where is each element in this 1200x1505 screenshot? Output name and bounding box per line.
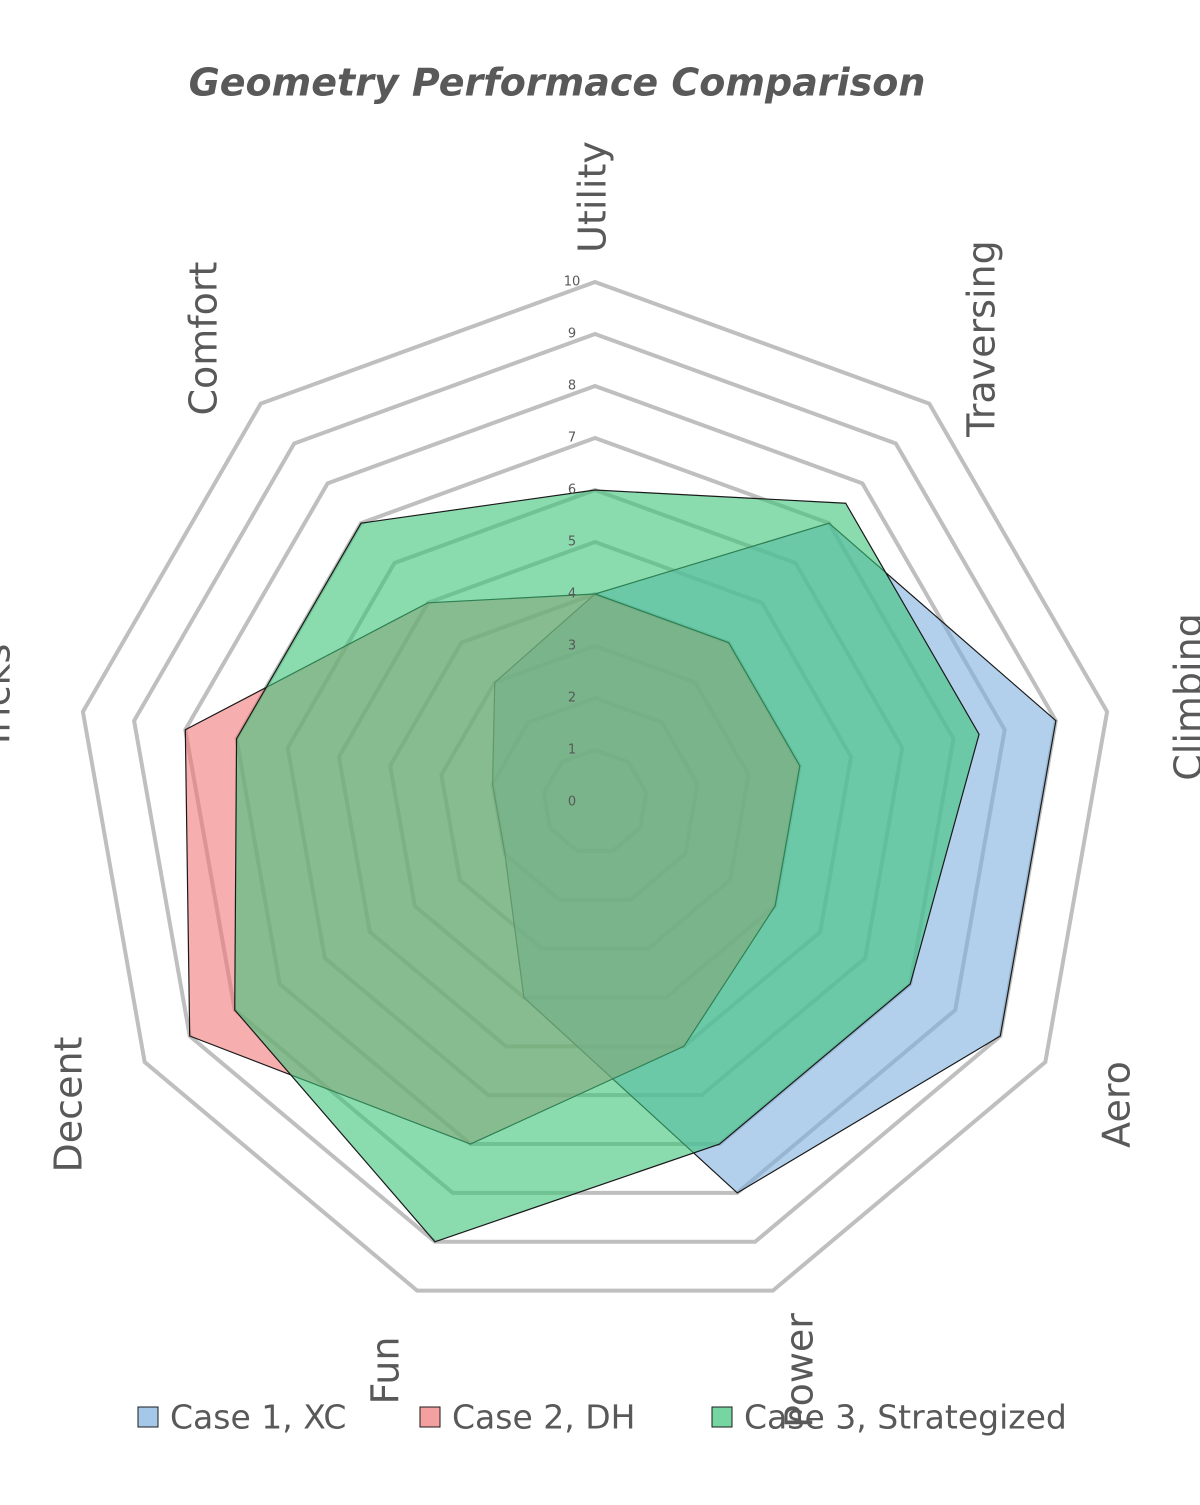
category-label: Traversing bbox=[959, 240, 1003, 438]
r-tick-label: 2 bbox=[568, 691, 576, 706]
r-tick-label: 8 bbox=[568, 379, 576, 394]
r-tick-label: 1 bbox=[568, 743, 576, 758]
r-tick-label: 3 bbox=[568, 639, 576, 654]
category-label: Utility bbox=[571, 141, 615, 253]
grid-ring bbox=[80, 279, 1110, 1293]
r-tick-label: 4 bbox=[568, 587, 576, 602]
r-tick-label: 10 bbox=[564, 275, 581, 290]
legend-swatch bbox=[711, 1406, 733, 1428]
r-tick-label: 0 bbox=[568, 795, 576, 810]
legend-swatch bbox=[137, 1406, 159, 1428]
r-tick-label: 7 bbox=[568, 431, 576, 446]
legend-swatch bbox=[419, 1406, 441, 1428]
r-tick-label: 5 bbox=[568, 535, 576, 550]
legend-label: Case 1, XC bbox=[170, 1398, 346, 1437]
plot-area bbox=[184, 489, 1057, 1243]
category-label: Fun bbox=[364, 1337, 408, 1405]
r-tick-label: 9 bbox=[568, 327, 576, 342]
category-label: Tricks bbox=[0, 644, 19, 752]
grid-ring bbox=[132, 331, 1058, 1244]
category-label: Comfort bbox=[182, 262, 226, 416]
r-tick-label: 6 bbox=[568, 483, 576, 498]
category-label: Decent bbox=[47, 1037, 91, 1173]
category-label: Climbing bbox=[1166, 613, 1200, 781]
tick-labels: 0 1 2 3 4 5 6 7 8 9 10 Utility Traversing Climbing Aer… bbox=[0, 141, 1200, 1428]
radar-area bbox=[234, 489, 980, 1243]
legend-label: Case 2, DH bbox=[452, 1398, 635, 1437]
chart-title: Geometry Performace Comparison bbox=[189, 61, 926, 105]
category-label: Power bbox=[777, 1313, 821, 1428]
legend-label: Case 3, Strategized bbox=[744, 1398, 1067, 1437]
grid-ring bbox=[183, 383, 1007, 1195]
legend: Case 1, XC Case 2, DH Case 3, Strategized bbox=[137, 1398, 1067, 1437]
category-label: Aero bbox=[1094, 1061, 1138, 1148]
